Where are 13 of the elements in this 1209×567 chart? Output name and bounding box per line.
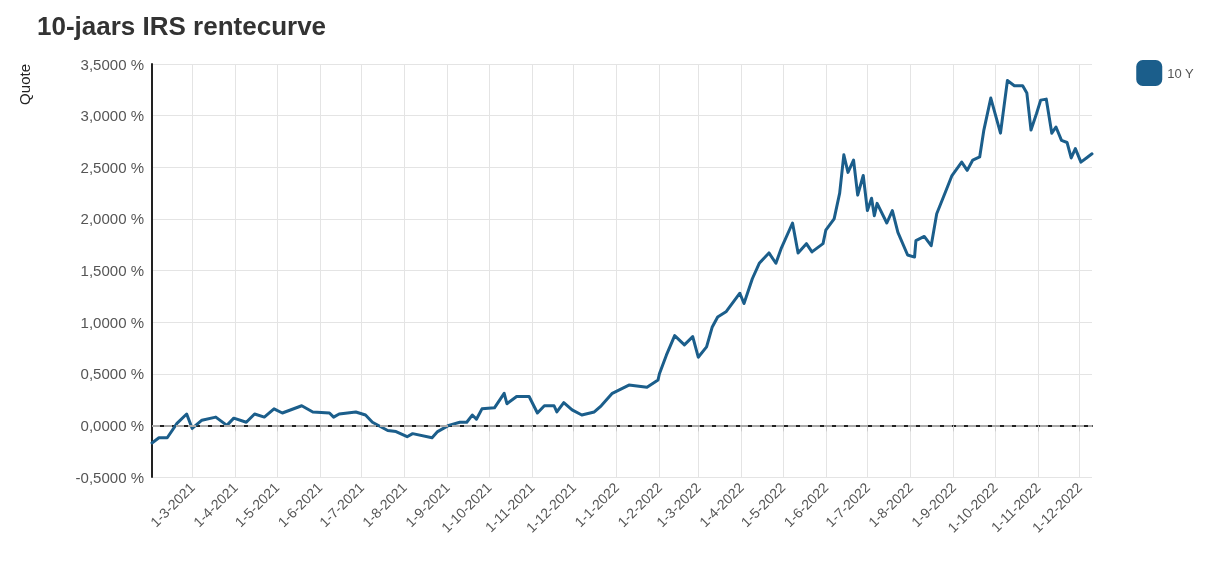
y-tick-label: 1,0000 % — [80, 313, 144, 331]
line-series — [150, 79, 1094, 445]
y-tick-label: 3,5000 % — [80, 55, 144, 73]
y-tick-label: 0,5000 % — [80, 365, 144, 383]
legend-label: 10 Y — [1167, 65, 1195, 81]
y-tick-label: 2,5000 % — [80, 158, 144, 176]
y-tick-label: 0,0000 % — [80, 416, 144, 434]
y-tick-label: 2,0000 % — [80, 210, 144, 228]
chart-title: 10-jaars IRS rentecurve — [37, 11, 327, 41]
y-tick-label: 3,0000 % — [80, 107, 144, 125]
y-axis-title: Quote — [16, 64, 33, 105]
y-tick-label: 1,5000 % — [80, 262, 144, 279]
y-tick-label: -0,5000 % — [75, 468, 144, 486]
